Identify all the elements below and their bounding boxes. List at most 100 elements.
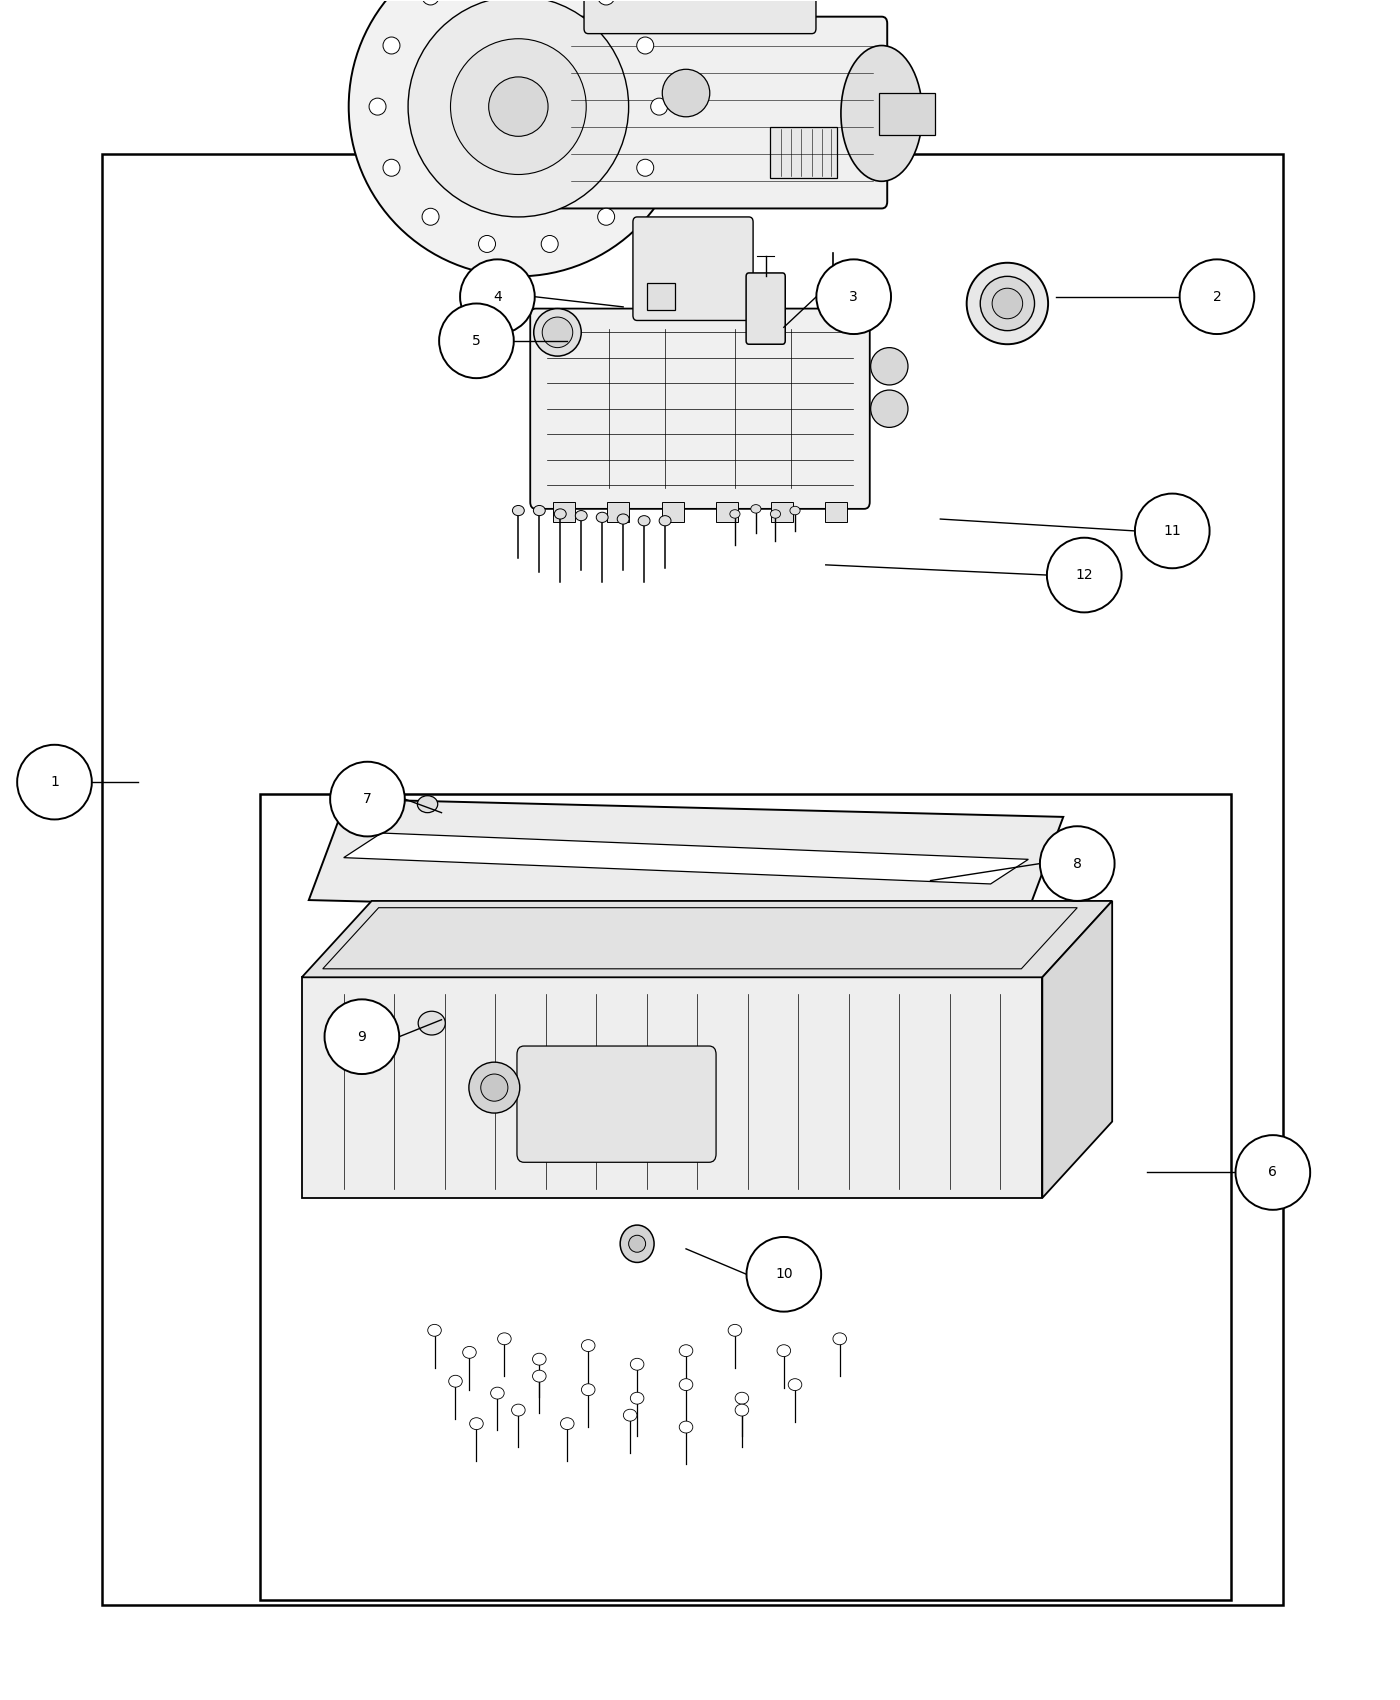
Ellipse shape	[560, 1418, 574, 1430]
Ellipse shape	[349, 0, 687, 277]
Ellipse shape	[581, 1384, 595, 1396]
Ellipse shape	[532, 1353, 546, 1365]
Ellipse shape	[490, 1387, 504, 1399]
Ellipse shape	[451, 39, 587, 175]
Ellipse shape	[17, 745, 92, 819]
Bar	[102, 155, 1282, 1605]
Ellipse shape	[384, 37, 400, 54]
Text: 4: 4	[493, 289, 501, 304]
Ellipse shape	[533, 309, 581, 355]
Ellipse shape	[833, 1333, 847, 1345]
Ellipse shape	[871, 389, 909, 427]
Ellipse shape	[448, 1375, 462, 1387]
Ellipse shape	[384, 160, 400, 177]
Ellipse shape	[816, 260, 890, 333]
Ellipse shape	[746, 1238, 822, 1312]
Ellipse shape	[1135, 493, 1210, 568]
Polygon shape	[309, 799, 1063, 918]
Text: 9: 9	[357, 1030, 367, 1044]
Text: 1: 1	[50, 775, 59, 789]
Polygon shape	[1043, 901, 1112, 1198]
Ellipse shape	[770, 510, 781, 518]
Ellipse shape	[980, 277, 1035, 332]
Ellipse shape	[629, 1236, 645, 1253]
Ellipse shape	[788, 1379, 802, 1391]
Ellipse shape	[575, 510, 587, 520]
Ellipse shape	[729, 510, 741, 518]
Ellipse shape	[617, 513, 629, 524]
Ellipse shape	[1047, 537, 1121, 612]
Text: 11: 11	[1163, 524, 1182, 537]
Ellipse shape	[598, 209, 615, 224]
Ellipse shape	[679, 1421, 693, 1433]
Text: 2: 2	[1212, 289, 1221, 304]
Ellipse shape	[419, 1012, 445, 1035]
Ellipse shape	[750, 505, 762, 513]
Text: 5: 5	[472, 333, 480, 348]
Ellipse shape	[623, 1409, 637, 1421]
Text: 7: 7	[363, 792, 372, 806]
FancyBboxPatch shape	[746, 274, 785, 343]
Ellipse shape	[679, 1345, 693, 1357]
Ellipse shape	[620, 1226, 654, 1263]
Bar	[825, 502, 847, 522]
Text: 8: 8	[1072, 857, 1082, 870]
Text: 10: 10	[776, 1266, 792, 1282]
Ellipse shape	[469, 1418, 483, 1430]
Ellipse shape	[512, 505, 524, 515]
Ellipse shape	[542, 236, 559, 252]
Ellipse shape	[679, 1379, 693, 1391]
Ellipse shape	[637, 37, 654, 54]
Ellipse shape	[421, 0, 440, 5]
Ellipse shape	[735, 1404, 749, 1416]
Ellipse shape	[370, 99, 386, 116]
Ellipse shape	[417, 796, 438, 813]
Bar	[260, 794, 1231, 1600]
Ellipse shape	[728, 1324, 742, 1336]
Ellipse shape	[659, 515, 671, 525]
Bar	[662, 502, 685, 522]
FancyBboxPatch shape	[531, 309, 869, 508]
FancyBboxPatch shape	[517, 1046, 715, 1163]
Ellipse shape	[777, 1345, 791, 1357]
Ellipse shape	[440, 304, 514, 377]
Ellipse shape	[532, 1370, 546, 1382]
Ellipse shape	[790, 507, 801, 515]
Polygon shape	[302, 977, 1043, 1198]
Ellipse shape	[651, 99, 668, 116]
Ellipse shape	[461, 260, 535, 333]
Text: 3: 3	[850, 289, 858, 304]
Ellipse shape	[735, 1392, 749, 1404]
Text: 6: 6	[1268, 1166, 1277, 1180]
FancyBboxPatch shape	[633, 218, 753, 321]
Ellipse shape	[1040, 826, 1114, 901]
FancyBboxPatch shape	[584, 0, 816, 34]
Ellipse shape	[630, 1358, 644, 1370]
Polygon shape	[302, 901, 1112, 977]
Polygon shape	[344, 833, 1029, 884]
Ellipse shape	[480, 1074, 508, 1102]
Ellipse shape	[554, 508, 566, 518]
Bar	[879, 94, 935, 136]
Ellipse shape	[489, 76, 547, 136]
Ellipse shape	[871, 347, 909, 384]
Bar	[770, 502, 792, 522]
Ellipse shape	[533, 505, 545, 515]
Bar	[553, 502, 575, 522]
Ellipse shape	[966, 264, 1049, 343]
Ellipse shape	[637, 160, 654, 177]
Bar	[715, 502, 738, 522]
Ellipse shape	[421, 209, 440, 224]
Ellipse shape	[407, 0, 629, 218]
Ellipse shape	[479, 236, 496, 252]
Ellipse shape	[630, 1392, 644, 1404]
Ellipse shape	[497, 1333, 511, 1345]
Ellipse shape	[581, 1340, 595, 1352]
Ellipse shape	[638, 515, 650, 525]
Ellipse shape	[469, 1062, 519, 1114]
Ellipse shape	[1180, 260, 1254, 333]
Ellipse shape	[542, 318, 573, 347]
Ellipse shape	[993, 289, 1022, 320]
Ellipse shape	[662, 70, 710, 117]
Ellipse shape	[596, 512, 608, 522]
